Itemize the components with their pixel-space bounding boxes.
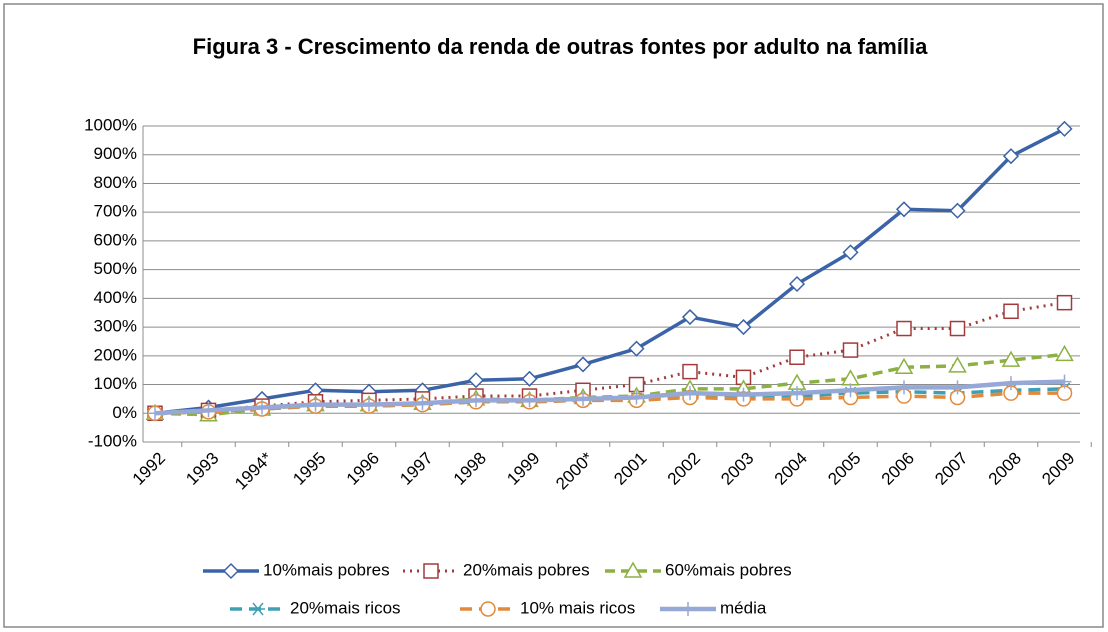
marker xyxy=(255,400,269,415)
legend-marker xyxy=(423,563,439,579)
series-line xyxy=(154,127,1066,416)
legend-label: 60%mais pobres xyxy=(665,560,792,579)
marker xyxy=(948,356,967,373)
marker xyxy=(1056,294,1073,311)
legend-label: 20%mais ricos xyxy=(290,598,401,617)
marker xyxy=(789,349,805,366)
y-tick-label: 600% xyxy=(94,230,137,249)
marker xyxy=(522,393,537,408)
y-tick-label: 700% xyxy=(94,202,137,221)
marker xyxy=(790,386,804,401)
marker xyxy=(896,320,912,337)
marker xyxy=(362,397,376,412)
marker xyxy=(467,372,485,389)
series-line xyxy=(154,379,1065,416)
marker xyxy=(842,244,859,261)
marker xyxy=(842,342,859,358)
chart-title: Figura 3 - Crescimento da renda de outra… xyxy=(192,34,928,59)
marker xyxy=(683,386,697,401)
y-tick-label: -100% xyxy=(88,431,137,450)
legend-marker xyxy=(480,601,496,617)
marker xyxy=(1002,148,1020,165)
y-tick-label: 300% xyxy=(94,317,137,336)
y-tick-label: 1000% xyxy=(84,115,137,134)
marker xyxy=(897,380,911,395)
marker xyxy=(469,393,483,408)
marker xyxy=(629,390,644,405)
y-tick-label: 200% xyxy=(94,345,137,364)
series-line xyxy=(154,301,1065,415)
marker xyxy=(1004,376,1018,391)
marker xyxy=(895,201,913,218)
legend-marker xyxy=(681,602,695,616)
legend-label: 10%mais pobres xyxy=(263,560,390,579)
marker xyxy=(894,357,914,375)
legend-label: média xyxy=(720,598,767,617)
marker xyxy=(1003,303,1019,320)
marker xyxy=(1055,344,1074,362)
y-tick-label: 800% xyxy=(94,173,137,192)
y-tick-label: 900% xyxy=(94,144,137,163)
marker xyxy=(1056,120,1073,137)
marker xyxy=(308,397,323,412)
legend-label: 10% mais ricos xyxy=(520,598,635,617)
marker xyxy=(574,356,592,373)
marker xyxy=(628,340,645,357)
marker xyxy=(682,363,698,380)
marker xyxy=(148,406,162,421)
chart-border xyxy=(3,3,1104,628)
marker xyxy=(681,308,699,326)
marker xyxy=(201,403,216,418)
marker xyxy=(949,202,966,219)
legend-marker xyxy=(222,562,240,580)
marker xyxy=(736,387,751,402)
marker xyxy=(788,275,806,293)
marker xyxy=(576,391,590,406)
marker xyxy=(949,320,966,337)
marker xyxy=(1057,374,1072,389)
legend-marker xyxy=(251,602,265,616)
y-tick-label: 500% xyxy=(94,259,137,278)
marker xyxy=(950,380,965,395)
legend-marker xyxy=(623,561,643,578)
marker xyxy=(735,319,752,336)
y-tick-label: 400% xyxy=(94,288,137,307)
marker xyxy=(843,383,858,398)
legend-label: 20%mais pobres xyxy=(463,560,590,579)
y-tick-label: 100% xyxy=(94,374,137,393)
y-tick-label: 0% xyxy=(112,403,137,422)
marker xyxy=(521,370,538,387)
marker xyxy=(415,396,430,411)
marker xyxy=(1001,350,1021,367)
